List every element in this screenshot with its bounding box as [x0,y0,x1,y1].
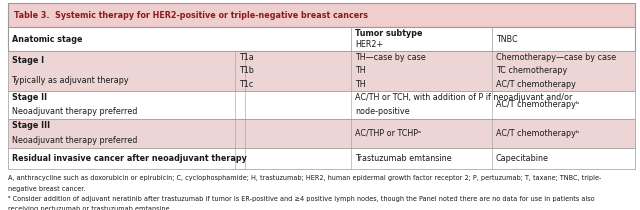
Text: TNBC: TNBC [496,35,517,43]
Text: Table 3.  Systemic therapy for HER2-positive or triple-negative breast cancers: Table 3. Systemic therapy for HER2-posit… [14,11,368,20]
Text: Stage I: Stage I [12,56,44,65]
Text: Trastuzumab emtansine: Trastuzumab emtansine [355,154,452,163]
Text: AC/TH or TCH, with addition of P if neoadjuvant and/or: AC/TH or TCH, with addition of P if neoa… [355,93,573,102]
Text: Chemotherapy—case by case: Chemotherapy—case by case [496,53,616,62]
Text: Anatomic stage: Anatomic stage [12,35,82,43]
Text: A, anthracycline such as doxorubicin or epirubicin; C, cyclophosphamide; H, tras: A, anthracycline such as doxorubicin or … [8,175,601,181]
Text: HER2+: HER2+ [355,40,383,49]
Bar [8,3,635,27]
Text: T1b: T1b [239,66,254,75]
Bar [8,148,635,169]
Text: AC/T chemotherapyᵇ: AC/T chemotherapyᵇ [496,100,579,109]
Text: Stage III: Stage III [12,121,50,130]
Text: AC/T chemotherapyᵇ: AC/T chemotherapyᵇ [496,129,579,138]
Text: Typically as adjuvant therapy: Typically as adjuvant therapy [12,76,129,85]
Bar [8,51,635,91]
Bar [8,119,635,148]
Bar [8,91,635,119]
Text: TH: TH [355,66,366,75]
Text: Neoadjuvant therapy preferred: Neoadjuvant therapy preferred [12,136,137,145]
Bar [8,27,635,51]
Text: TH: TH [355,80,366,89]
Text: TC chemotherapy: TC chemotherapy [496,66,567,75]
Text: Stage II: Stage II [12,93,47,102]
Text: TH—case by case: TH—case by case [355,53,426,62]
Text: T1a: T1a [239,53,254,62]
Text: AC/THP or TCHPᵃ: AC/THP or TCHPᵃ [355,129,421,138]
Text: receiving pertuzumab or trastuzumab emtansine.: receiving pertuzumab or trastuzumab emta… [8,206,172,210]
Text: Neoadjuvant therapy preferred: Neoadjuvant therapy preferred [12,107,137,116]
Text: AC/T chemotherapy: AC/T chemotherapy [496,80,575,89]
Text: Residual invasive cancer after neoadjuvant therapy: Residual invasive cancer after neoadjuva… [12,154,246,163]
Text: node-positive: node-positive [355,107,410,116]
Text: T1c: T1c [239,80,253,89]
Text: Capecitabine: Capecitabine [496,154,548,163]
Text: Tumor subtype: Tumor subtype [355,29,423,38]
Text: negative breast cancer.: negative breast cancer. [8,186,85,192]
Text: ᵃ Consider addition of adjuvant neratinib after trastuzumab if tumor is ER-posit: ᵃ Consider addition of adjuvant neratini… [8,196,595,202]
